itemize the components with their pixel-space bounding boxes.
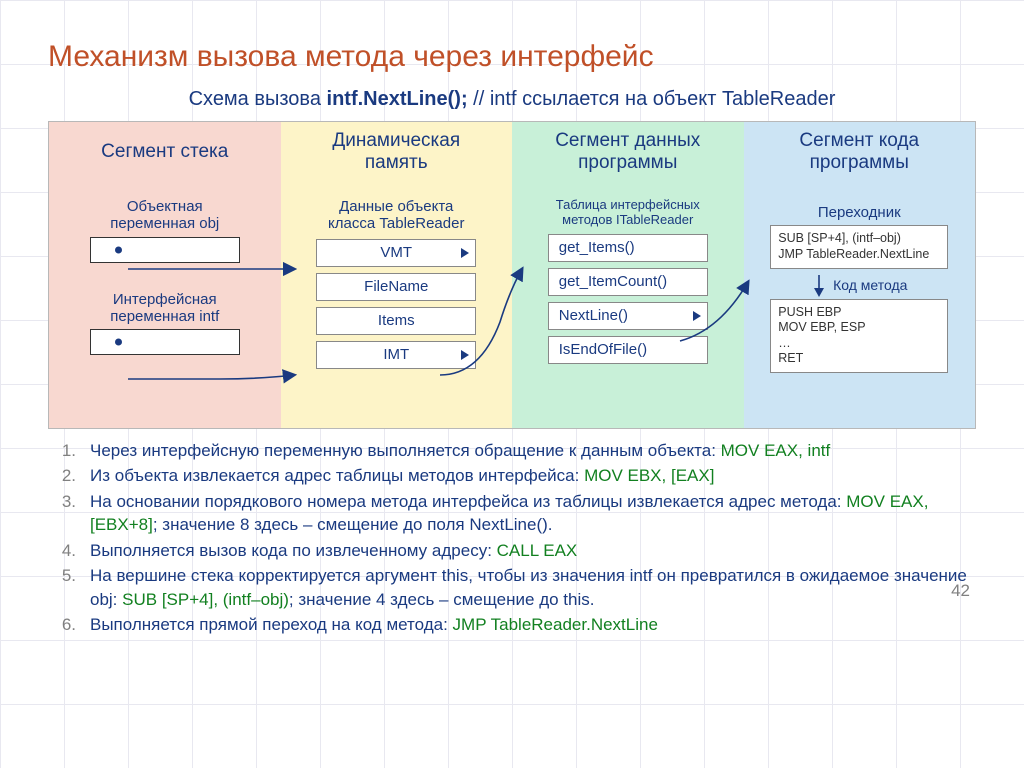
arrow-right-icon <box>461 350 469 360</box>
seg4-label-method: Код метода <box>833 277 907 293</box>
list-item: 1. Через интерфейсную переменную выполняе… <box>56 439 976 462</box>
item-imt-label: IMT <box>383 346 409 363</box>
pointer-dot-icon <box>115 339 122 346</box>
list-number: 5. <box>56 564 76 611</box>
item-filename: FileName <box>316 273 476 301</box>
diagram: Сегмент стека Объектная переменная obj И… <box>48 121 976 429</box>
list-item: 3. На основании порядкового номера метода… <box>56 490 976 537</box>
seg4-label-adapter: Переходник <box>818 204 901 221</box>
segment-heap: Динамическая память Данные объекта класс… <box>281 122 513 428</box>
segment-data: Сегмент данных программы Таблица интерфе… <box>512 122 744 428</box>
numbered-list: 1. Через интерфейсную переменную выполняе… <box>48 439 976 637</box>
list-number: 2. <box>56 464 76 487</box>
segment-stack: Сегмент стека Объектная переменная obj И… <box>49 122 281 428</box>
pointer-dot-icon <box>115 246 122 253</box>
subtitle: Схема вызова intf.NextLine(); // intf сс… <box>48 88 976 111</box>
list-text: На вершине стека корректируется аргумент… <box>90 564 976 611</box>
slide-title: Механизм вызова метода через интерфейс <box>48 40 976 74</box>
item-items: Items <box>316 307 476 335</box>
item-nextline-label: NextLine() <box>559 307 628 324</box>
seg1-title: Сегмент стека <box>101 128 228 176</box>
subtitle-post: // intf ссылается на объект TableReader <box>468 88 836 110</box>
down-arrow-row: Код метода <box>811 275 907 297</box>
list-item: 5. На вершине стека корректируется аргуме… <box>56 564 976 611</box>
list-instruction: MOV EAX, intf <box>721 441 831 460</box>
list-number: 1. <box>56 439 76 462</box>
list-instruction: MOV EBX, [EAX] <box>584 466 714 485</box>
seg3-items: get_Items() get_ItemCount() NextLine() I… <box>548 234 708 364</box>
list-text-part: ; значение 8 здесь – смещение до поля Ne… <box>153 515 553 534</box>
seg1-label-obj: Объектная переменная obj <box>110 198 219 233</box>
arrow-down-icon <box>811 275 827 297</box>
adapter-code: SUB [SP+4], (intf–obj) JMP TableReader.N… <box>770 225 948 268</box>
list-text-part: На основании порядкового номера метода и… <box>90 492 846 511</box>
seg2-items: VMT FileName Items IMT <box>316 239 476 369</box>
item-getitemcount: get_ItemCount() <box>548 268 708 296</box>
list-text: Выполняется прямой переход на код метода… <box>90 613 976 636</box>
seg4-title: Сегмент кода программы <box>799 128 919 176</box>
list-text-part: Через интерфейсную переменную выполняетс… <box>90 441 721 460</box>
seg1-label-intf: Интерфейсная переменная intf <box>110 291 219 326</box>
seg2-title: Динамическая память <box>332 128 460 176</box>
list-text: Из объекта извлекается адрес таблицы мет… <box>90 464 976 487</box>
list-instruction: CALL EAX <box>497 541 578 560</box>
arrow-right-icon <box>461 248 469 258</box>
subtitle-pre: Схема вызова <box>189 88 327 110</box>
method-code: PUSH EBP MOV EBP, ESP … RET <box>770 299 948 374</box>
list-text-part: Выполняется прямой переход на код метода… <box>90 615 453 634</box>
subtitle-code: intf.NextLine(); <box>327 88 468 110</box>
list-text: На основании порядкового номера метода и… <box>90 490 976 537</box>
list-text-part: Выполняется вызов кода по извлеченному а… <box>90 541 497 560</box>
code-line: … <box>778 336 940 352</box>
seg3-label: Таблица интерфейсных методов ITableReade… <box>556 198 700 228</box>
code-line: RET <box>778 351 940 367</box>
list-item: 4. Выполняется вызов кода по извлеченному… <box>56 539 976 562</box>
page-number: 42 <box>951 581 970 601</box>
item-imt: IMT <box>316 341 476 369</box>
seg2-label: Данные объекта класса TableReader <box>328 198 464 233</box>
list-item: 2. Из объекта извлекается адрес таблицы м… <box>56 464 976 487</box>
list-number: 3. <box>56 490 76 537</box>
list-number: 6. <box>56 613 76 636</box>
code-line: PUSH EBP <box>778 305 940 321</box>
list-text-part: Из объекта извлекается адрес таблицы мет… <box>90 466 584 485</box>
code-line: SUB [SP+4], (intf–obj) <box>778 231 940 247</box>
item-isendoffile: IsEndOfFile() <box>548 336 708 364</box>
obj-pointer-box <box>90 237 240 263</box>
code-line: JMP TableReader.NextLine <box>778 247 940 263</box>
list-text-part: ; значение 4 здесь – смещение до this. <box>289 590 595 609</box>
item-getitems: get_Items() <box>548 234 708 262</box>
list-instruction: SUB [SP+4], (intf–obj) <box>122 590 289 609</box>
segment-code: Сегмент кода программы Переходник SUB [S… <box>744 122 976 428</box>
list-text: Выполняется вызов кода по извлеченному а… <box>90 539 976 562</box>
intf-pointer-box <box>90 329 240 355</box>
item-vmt-label: VMT <box>380 244 412 261</box>
item-vmt: VMT <box>316 239 476 267</box>
code-line: MOV EBP, ESP <box>778 320 940 336</box>
arrow-right-icon <box>693 311 701 321</box>
list-instruction: JMP TableReader.NextLine <box>453 615 658 634</box>
list-number: 4. <box>56 539 76 562</box>
slide-content: Механизм вызова метода через интерфейс С… <box>0 0 1024 659</box>
seg3-title: Сегмент данных программы <box>555 128 700 176</box>
list-text: Через интерфейсную переменную выполняетс… <box>90 439 976 462</box>
item-nextline: NextLine() <box>548 302 708 330</box>
list-item: 6. Выполняется прямой переход на код мето… <box>56 613 976 636</box>
